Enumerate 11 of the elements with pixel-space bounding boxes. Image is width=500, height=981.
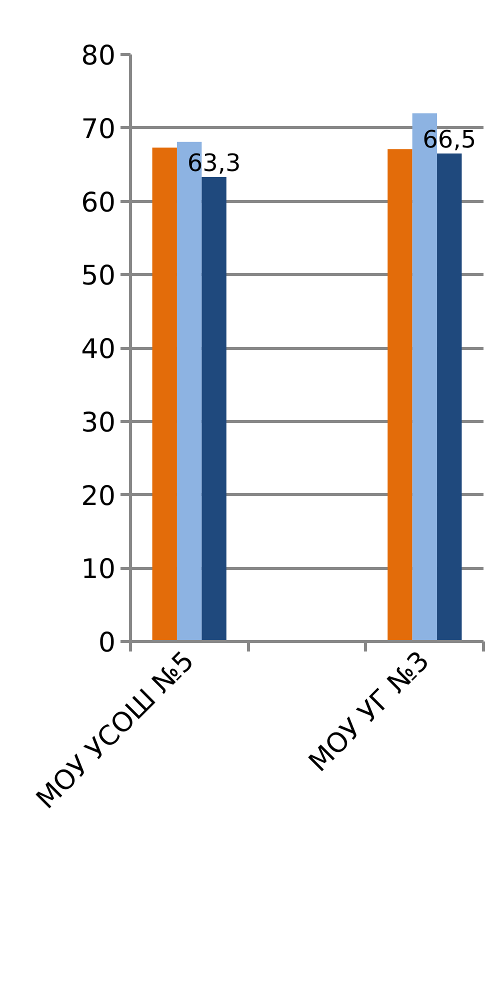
y-tick-label: 80 <box>81 40 116 72</box>
y-tick-label: 50 <box>81 260 116 292</box>
y-tick-label: 20 <box>81 480 116 512</box>
y-tick-label: 30 <box>81 407 116 438</box>
y-tick-label: 0 <box>98 628 116 658</box>
data-label: 66,5 <box>422 126 476 154</box>
y-tick-label: 10 <box>81 554 116 586</box>
y-tick-label: 70 <box>81 114 116 145</box>
y-tick-label: 40 <box>81 334 116 365</box>
y-tick-label: 60 <box>81 187 116 218</box>
data-label: 63,3 <box>187 149 241 178</box>
